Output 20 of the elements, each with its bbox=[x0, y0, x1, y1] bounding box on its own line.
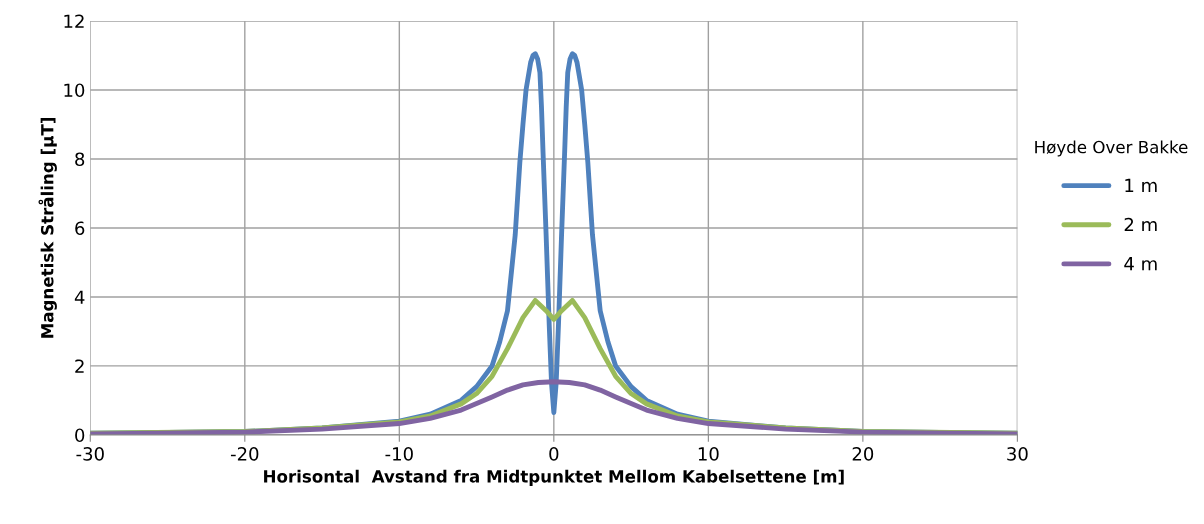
x-tick-label: -10 bbox=[385, 447, 413, 461]
y-axis-title: Magnetisk Stråling [µT] bbox=[38, 118, 57, 338]
x-tick-label: 10 bbox=[698, 447, 719, 461]
legend-title: Høyde Over Bakke bbox=[1035, 140, 1188, 157]
y-tick-label: 0 bbox=[75, 428, 85, 443]
x-axis-title: Horisontal Avstand fra Midtpunktet Mellom Kabelsettene [m] bbox=[264, 469, 844, 486]
x-tick-label: -20 bbox=[230, 447, 259, 461]
legend-label: 1 m bbox=[1125, 178, 1157, 192]
x-tick-label: 0 bbox=[549, 447, 559, 461]
y-tick-label: 6 bbox=[75, 221, 85, 236]
y-tick-label: 8 bbox=[75, 152, 85, 167]
y-tick-label: 12 bbox=[64, 14, 84, 28]
legend-label: 4 m bbox=[1124, 257, 1157, 271]
x-tick-label: -30 bbox=[76, 447, 104, 461]
y-tick-label: 2 bbox=[75, 359, 84, 373]
y-tick-label: 4 bbox=[74, 290, 85, 304]
x-tick-label: 20 bbox=[852, 447, 874, 461]
legend-label: 2 m bbox=[1124, 217, 1157, 232]
x-tick-label: 30 bbox=[1007, 447, 1028, 461]
y-tick-label: 10 bbox=[64, 83, 85, 98]
